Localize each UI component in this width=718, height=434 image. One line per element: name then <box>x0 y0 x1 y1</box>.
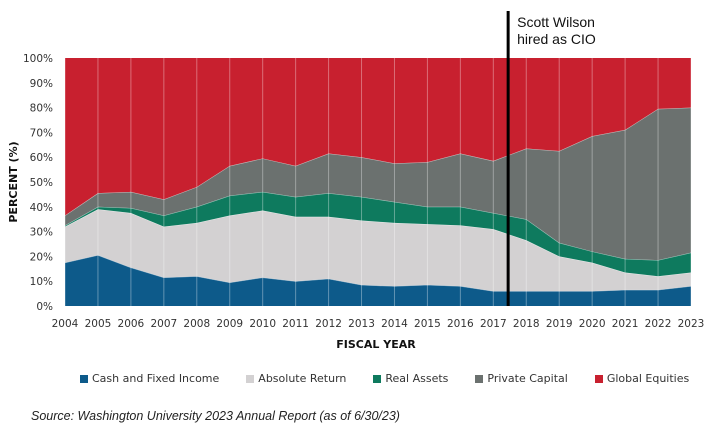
legend-label: Real Assets <box>385 372 449 385</box>
x-tick-label: 2018 <box>513 318 540 330</box>
x-tick-label: 2016 <box>447 318 474 330</box>
y-tick-label: 90% <box>30 78 53 90</box>
legend-item-cash: Cash and Fixed Income <box>80 372 219 385</box>
x-tick-label: 2012 <box>315 318 342 330</box>
x-tick-label: 2013 <box>348 318 375 330</box>
x-axis-ticks: 2004 2005 2006 2007 2008 2009 2010 2011 2012 2013… <box>52 318 705 330</box>
legend-item-absolute-return: Absolute Return <box>246 372 346 385</box>
annotation-line-2: hired as CIO <box>517 31 596 47</box>
y-axis-ticks: 0% 10% 20% 30% 40% 50% 60% 70% 80% 90% 100% <box>23 53 53 313</box>
source-note: Source: Washington University 2023 Annua… <box>31 409 400 423</box>
legend-item-global-equities: Global Equities <box>594 372 690 385</box>
x-tick-label: 2015 <box>414 318 441 330</box>
area-cash-and-fixed-income <box>65 255 691 306</box>
legend-swatch-private-capital <box>475 374 484 383</box>
x-tick-label: 2006 <box>118 318 145 330</box>
y-tick-label: 30% <box>30 227 53 239</box>
legend-label: Cash and Fixed Income <box>92 372 220 385</box>
area-real-assets <box>65 191 691 277</box>
legend-label: Absolute Return <box>258 372 347 385</box>
x-tick-label: 2014 <box>381 318 408 330</box>
area-absolute-return <box>65 209 691 292</box>
y-tick-label: 100% <box>23 53 53 65</box>
y-tick-label: 50% <box>30 177 53 189</box>
x-tick-label: 2004 <box>52 318 79 330</box>
legend-label: Private Capital <box>487 372 568 385</box>
legend-swatch-absolute-return <box>246 374 255 383</box>
y-tick-label: 60% <box>30 152 53 164</box>
legend-swatch-cash <box>80 374 88 383</box>
annotation-line-1: Scott Wilson <box>517 14 595 30</box>
x-tick-label: 2019 <box>546 318 573 330</box>
year-gridlines <box>64 58 692 306</box>
legend: Cash and Fixed Income Absolute Return Re… <box>80 372 716 385</box>
x-tick-label: 2007 <box>150 318 177 330</box>
y-tick-label: 20% <box>30 251 53 263</box>
legend-label: Global Equities <box>606 372 690 385</box>
legend-item-real-assets: Real Assets <box>373 372 448 385</box>
x-tick-label: 2021 <box>612 318 639 330</box>
y-tick-label: 40% <box>30 202 53 214</box>
x-tick-label: 2017 <box>480 318 507 330</box>
x-tick-label: 2022 <box>645 318 672 330</box>
x-tick-label: 2020 <box>579 318 606 330</box>
y-tick-label: 0% <box>36 301 53 313</box>
x-axis-title: FISCAL YEAR <box>336 338 416 351</box>
y-tick-label: 10% <box>30 276 53 288</box>
area-private-capital <box>65 107 691 261</box>
x-tick-label: 2010 <box>249 318 276 330</box>
x-tick-label: 2005 <box>85 318 112 330</box>
y-tick-label: 80% <box>30 103 53 115</box>
area-layers <box>64 58 692 306</box>
x-tick-label: 2011 <box>282 318 309 330</box>
y-tick-label: 70% <box>30 127 53 139</box>
legend-swatch-real-assets <box>373 374 382 383</box>
x-tick-label: 2023 <box>678 318 705 330</box>
area-global-equities <box>65 58 691 216</box>
legend-item-private-capital: Private Capital <box>475 372 568 385</box>
legend-swatch-global-equities <box>594 374 603 383</box>
x-tick-label: 2009 <box>216 318 243 330</box>
x-tick-label: 2008 <box>183 318 210 330</box>
y-axis-title: PERCENT (%) <box>7 141 20 222</box>
